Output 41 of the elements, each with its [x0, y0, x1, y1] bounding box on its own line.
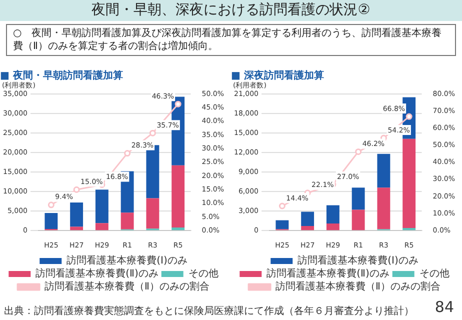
- legend-label: 訪問看護基本療養費(Ⅰ)のみ: [298, 254, 418, 267]
- bar: [172, 165, 185, 228]
- bar: [301, 212, 314, 226]
- bar: [120, 212, 134, 230]
- legend-label: その他: [419, 268, 450, 280]
- source-note: 出典：訪問看護療養費実態調査をもとに保険局医療課にて作成（各年６月審査分より推計）: [4, 304, 414, 318]
- chart-title: ■ 深夜訪問看護加算: [231, 70, 324, 82]
- legend-label: 訪問看護基本療養費(Ⅱ)のみ: [36, 268, 158, 280]
- text: ○ 夜間・早朝訪問看護加算及び深夜訪問看護加算を算定する利用者のうち、訪問看護基本療養費（Ⅱ）のみを算定する者の割合は増加傾向。: [6, 24, 456, 56]
- bar: [276, 220, 289, 230]
- point: [278, 202, 286, 210]
- chart-title: ■ 夜間・早朝訪問看護加算: [0, 70, 123, 82]
- bar: [377, 188, 390, 230]
- legend-label: 訪問看護基本療養費（Ⅱ）のみの割合: [276, 280, 440, 293]
- point: [149, 130, 156, 136]
- legend-label: 訪問看護基本療養費(Ⅰ)のみ: [66, 254, 188, 267]
- bar: [70, 202, 84, 227]
- point: [355, 148, 362, 155]
- bar: [352, 188, 365, 210]
- bar: [402, 138, 416, 228]
- bar: [377, 154, 390, 188]
- text: 84: [434, 298, 454, 316]
- bar: [146, 198, 160, 229]
- legend-label: 訪問看護基本療養費（Ⅱ）のみの割合: [44, 280, 210, 293]
- point: [73, 186, 80, 193]
- point: [406, 113, 412, 120]
- point: [174, 100, 182, 108]
- legend-label: 訪問看護基本療養費(Ⅱ)のみ: [266, 268, 390, 280]
- bar: [326, 205, 340, 224]
- bar: [352, 210, 365, 230]
- text: 夜間・早朝、深夜における訪問看護の状況②: [0, 0, 462, 21]
- bar: [95, 223, 108, 230]
- point: [124, 150, 131, 157]
- bar: [95, 190, 108, 224]
- point: [48, 202, 54, 208]
- bar: [44, 213, 58, 230]
- bar: [70, 226, 84, 230]
- bar: [326, 223, 340, 230]
- legend-label: その他: [188, 268, 218, 280]
- bar: [301, 226, 314, 230]
- bar: [172, 227, 185, 230]
